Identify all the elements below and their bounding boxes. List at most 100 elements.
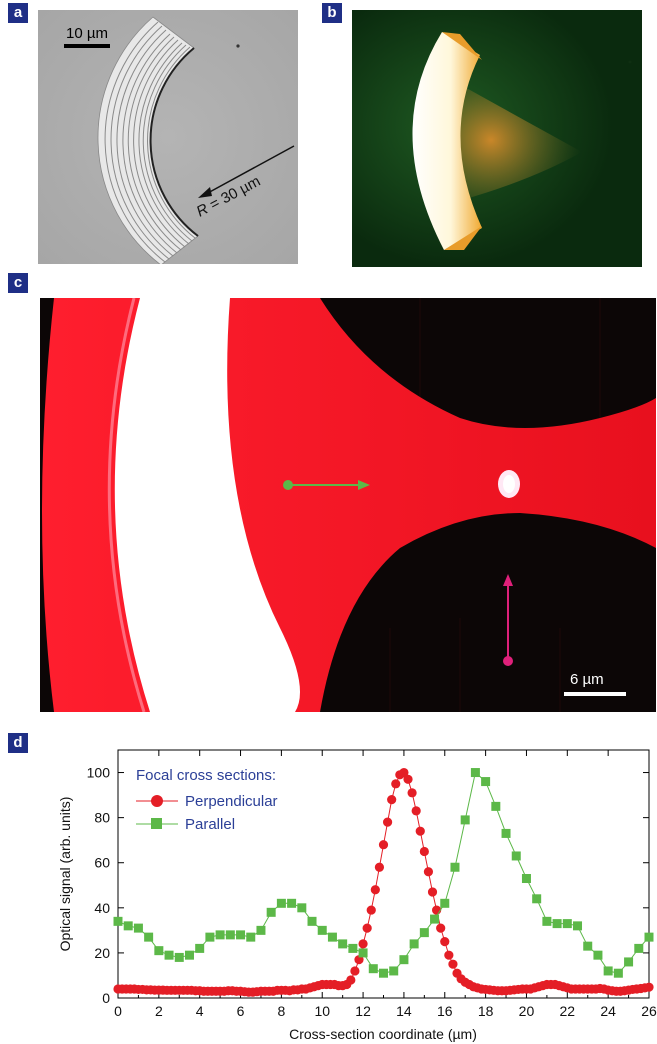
panel-label-c: c [8, 273, 28, 293]
data-point-parallel [133, 923, 143, 933]
data-point-parallel [317, 925, 327, 935]
arc-emission [412, 32, 482, 250]
data-point-perpendicular [427, 887, 438, 897]
data-point-parallel [419, 928, 429, 938]
data-point-perpendicular [432, 905, 442, 915]
white-arc [114, 298, 301, 712]
x-tick-label: 0 [114, 1003, 122, 1019]
data-point-parallel [501, 828, 511, 838]
data-point-parallel [430, 914, 440, 924]
y-tick-label: 0 [102, 990, 110, 1006]
data-point-parallel [542, 916, 552, 926]
x-tick-label: 12 [355, 1003, 371, 1019]
y-tick-label: 100 [87, 765, 111, 781]
data-point-parallel [154, 946, 164, 956]
y-tick-label: 20 [94, 945, 110, 961]
data-point-parallel [521, 874, 531, 884]
data-point-parallel [184, 950, 194, 960]
data-point-parallel [276, 898, 286, 908]
x-tick-label: 8 [277, 1003, 285, 1019]
data-point-parallel [603, 966, 613, 976]
x-tick-label: 20 [519, 1003, 535, 1019]
data-point-parallel [338, 939, 348, 949]
data-point-parallel [481, 777, 491, 787]
data-point-perpendicular [440, 937, 450, 947]
data-point-parallel [113, 916, 123, 926]
data-point-parallel [552, 919, 562, 929]
data-point-parallel [532, 894, 542, 904]
data-point-parallel [389, 966, 399, 976]
x-tick-label: 2 [155, 1003, 163, 1019]
data-point-perpendicular [387, 795, 397, 805]
data-point-perpendicular [391, 779, 401, 789]
legend: Focal cross sections: Perpendicular Para… [136, 767, 278, 833]
data-point-perpendicular [448, 959, 458, 969]
data-point-perpendicular [350, 966, 360, 976]
data-point-parallel [409, 939, 419, 949]
x-tick-label: 22 [560, 1003, 576, 1019]
data-point-parallel [287, 898, 297, 908]
data-point-parallel [236, 930, 246, 940]
data-point-parallel [256, 925, 266, 935]
legend-marker-perpendicular [151, 795, 163, 807]
data-point-perpendicular [415, 826, 425, 836]
data-point-parallel [440, 898, 450, 908]
data-point-parallel [644, 932, 654, 942]
data-point-parallel [583, 941, 593, 951]
radius-arrow [205, 145, 295, 195]
data-point-parallel [613, 968, 623, 978]
x-tick-label: 10 [314, 1003, 330, 1019]
data-point-parallel [266, 907, 276, 917]
panel-b-fluorescence [352, 10, 642, 267]
data-point-perpendicular [644, 982, 654, 992]
data-point-parallel [348, 943, 358, 953]
data-point-parallel [297, 903, 307, 913]
data-point-perpendicular [382, 817, 393, 827]
panel-label-a: a [8, 3, 28, 23]
data-point-perpendicular [362, 923, 372, 933]
data-point-parallel [144, 932, 154, 942]
legend-title: Focal cross sections: [136, 767, 276, 784]
y-tick-label: 40 [94, 900, 110, 916]
data-point-perpendicular [411, 806, 421, 816]
y-axis-label: Optical signal (arb. units) [57, 797, 73, 952]
x-tick-label: 24 [600, 1003, 616, 1019]
x-tick-label: 4 [196, 1003, 204, 1019]
y-tick-label: 60 [94, 855, 110, 871]
data-point-parallel [379, 968, 388, 978]
data-point-perpendicular [419, 846, 429, 857]
data-point-perpendicular [358, 939, 368, 949]
data-point-perpendicular [370, 885, 380, 895]
data-point-parallel [573, 921, 583, 931]
panel-a-micrograph: R = 30 µm 10 µm [38, 10, 298, 264]
data-point-parallel [246, 932, 256, 942]
data-point-parallel [562, 919, 572, 929]
scale-bar-a-label: 10 µm [66, 25, 108, 42]
data-point-parallel [470, 768, 480, 778]
x-axis-label: Cross-section coordinate (µm) [289, 1026, 477, 1042]
data-point-perpendicular [407, 788, 417, 798]
panel-label-b: b [322, 3, 342, 23]
data-point-perpendicular [399, 767, 409, 778]
data-point-perpendicular [423, 867, 434, 877]
series-parallel [113, 768, 654, 978]
data-point-parallel [225, 930, 235, 940]
data-point-parallel [358, 948, 368, 958]
data-point-parallel [215, 930, 225, 940]
series-perpendicular [113, 767, 654, 997]
scale-bar-c-label: 6 µm [570, 671, 604, 688]
chart-series [113, 767, 654, 997]
data-point-perpendicular [378, 840, 389, 850]
y-tick-label: 80 [94, 810, 110, 826]
legend-entry-parallel: Parallel [185, 816, 235, 833]
data-point-parallel [634, 943, 644, 953]
x-tick-label: 16 [437, 1003, 453, 1019]
x-tick-label: 6 [237, 1003, 245, 1019]
data-point-perpendicular [444, 950, 454, 960]
x-tick-label: 14 [396, 1003, 412, 1019]
data-point-parallel [511, 851, 521, 861]
data-point-parallel [399, 955, 409, 965]
data-point-parallel [123, 921, 133, 931]
data-point-parallel [174, 952, 184, 962]
